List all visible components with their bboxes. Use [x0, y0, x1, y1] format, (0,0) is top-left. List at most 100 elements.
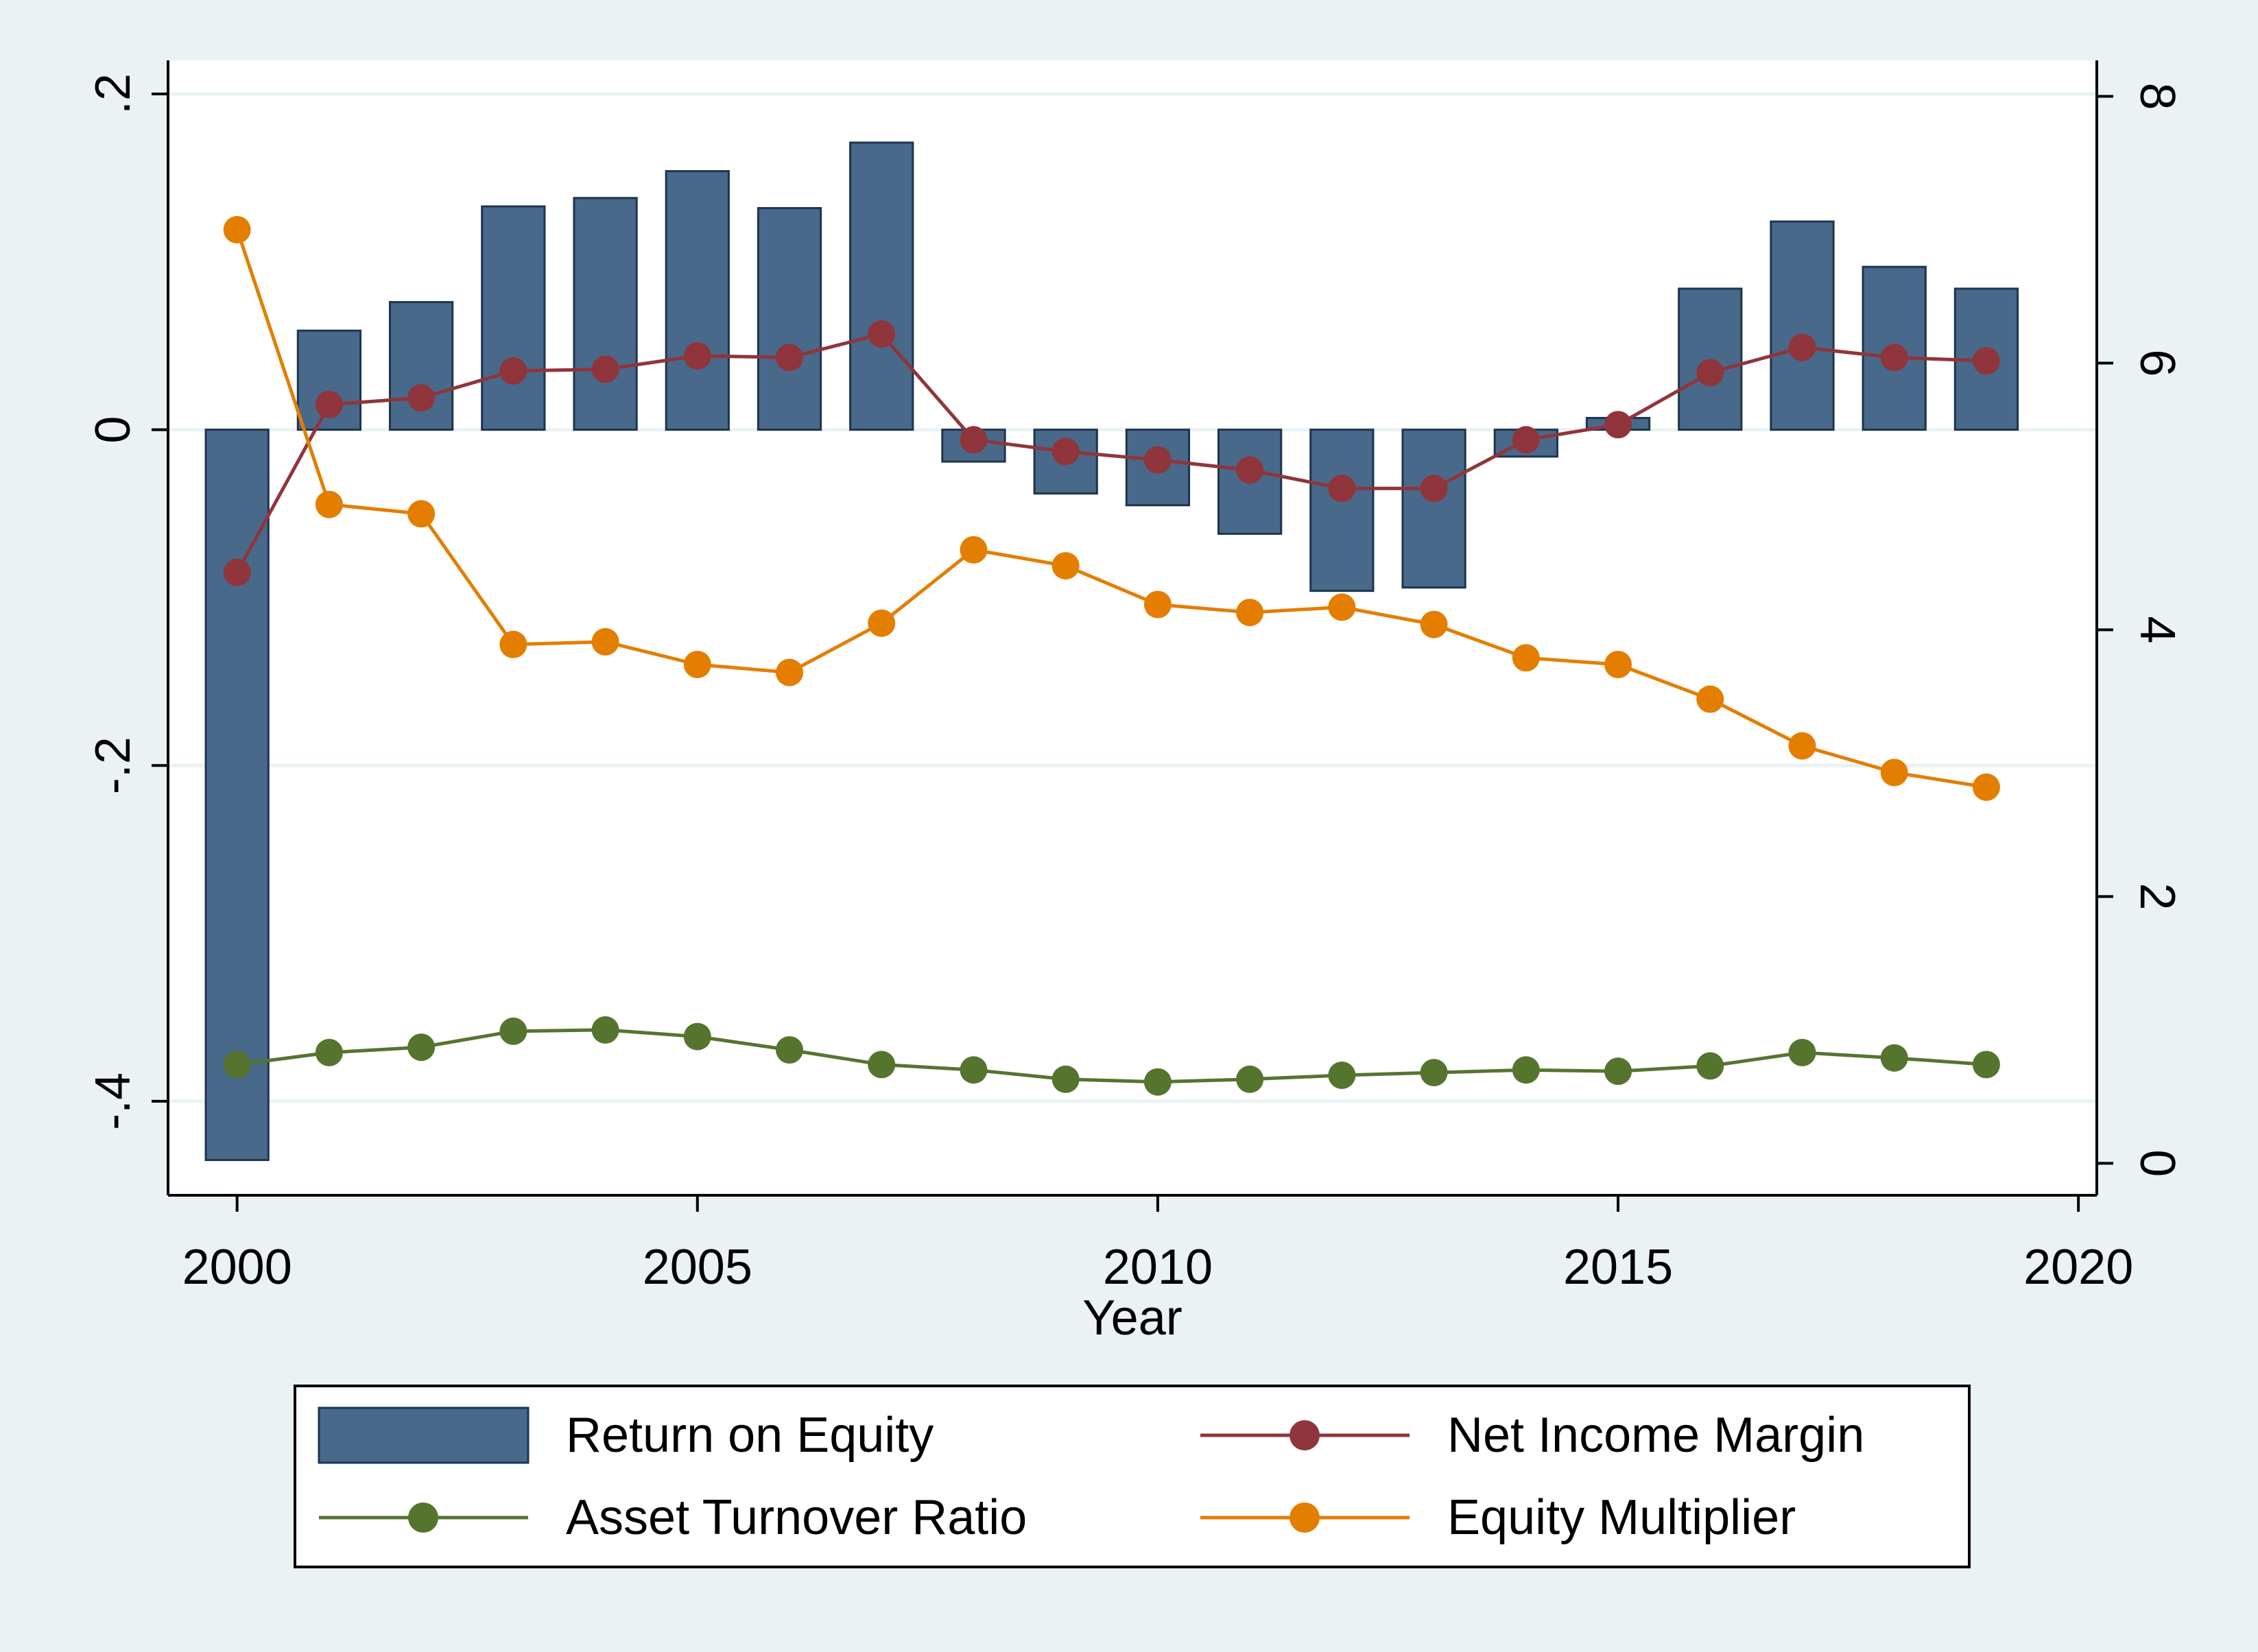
- point-asset-turnover-ratio: [1972, 1051, 2000, 1079]
- point-net-income-margin: [1051, 438, 1080, 466]
- point-net-income-margin: [407, 384, 436, 412]
- point-equity-multiplier: [1143, 590, 1172, 619]
- point-asset-turnover-ratio: [1788, 1038, 1816, 1066]
- point-net-income-margin: [1788, 333, 1816, 361]
- point-asset-turnover-ratio: [315, 1038, 343, 1066]
- point-equity-multiplier: [1972, 773, 2000, 801]
- point-equity-multiplier: [1880, 758, 1908, 787]
- point-net-income-margin: [1328, 475, 1356, 503]
- bar-return-on-equity: [1401, 429, 1466, 589]
- legend-marker-net-income-margin: [1290, 1420, 1320, 1450]
- y-left-tick-label: -.2: [86, 737, 141, 794]
- point-equity-multiplier: [1051, 552, 1080, 580]
- y-right-tick-label: 2: [2130, 883, 2185, 910]
- point-asset-turnover-ratio: [868, 1051, 896, 1079]
- point-equity-multiplier: [1420, 610, 1448, 638]
- point-net-income-margin: [1512, 426, 1540, 454]
- point-net-income-margin: [315, 390, 343, 418]
- bar-return-on-equity: [204, 429, 270, 1162]
- y-left-tick-label: 0: [86, 416, 141, 444]
- y-right-tick-label: 6: [2130, 349, 2185, 376]
- y-right-tick-label: 4: [2130, 616, 2185, 643]
- legend-box: [294, 1385, 1971, 1568]
- point-asset-turnover-ratio: [223, 1051, 251, 1079]
- point-equity-multiplier: [1236, 599, 1264, 627]
- legend-marker-equity-multiplier: [1290, 1503, 1320, 1533]
- point-equity-multiplier: [1696, 685, 1724, 713]
- point-net-income-margin: [1236, 456, 1264, 484]
- point-asset-turnover-ratio: [591, 1016, 619, 1044]
- bar-return-on-equity: [665, 170, 730, 431]
- point-equity-multiplier: [1604, 650, 1632, 678]
- point-net-income-margin: [683, 342, 711, 370]
- bar-return-on-equity: [1770, 220, 1835, 431]
- x-tick-label: 2005: [643, 1240, 752, 1295]
- point-equity-multiplier: [868, 609, 896, 637]
- point-equity-multiplier: [407, 500, 436, 528]
- series-line-equity-multiplier: [235, 229, 1987, 789]
- point-asset-turnover-ratio: [1512, 1056, 1540, 1084]
- point-net-income-margin: [868, 320, 896, 348]
- legend-label-equity-multiplier: Equity Multiplier: [1447, 1490, 1796, 1545]
- x-tick-label: 2010: [1103, 1240, 1213, 1295]
- bar-return-on-equity: [757, 206, 822, 431]
- bars-layer: [204, 141, 2019, 1162]
- lines-layer: [223, 215, 2000, 1096]
- y-right-tick-label: 8: [2130, 82, 2185, 110]
- point-asset-turnover-ratio: [1328, 1061, 1356, 1089]
- legend-swatch-return-on-equity: [318, 1406, 530, 1464]
- legend-label-net-income-margin: Net Income Margin: [1447, 1408, 1864, 1463]
- point-equity-multiplier: [960, 536, 988, 564]
- point-equity-multiplier: [499, 630, 527, 658]
- series-line-asset-turnover-ratio: [237, 1028, 1987, 1084]
- point-asset-turnover-ratio: [1420, 1059, 1448, 1087]
- point-equity-multiplier: [223, 215, 251, 243]
- legend-label-return-on-equity: Return on Equity: [566, 1408, 934, 1463]
- point-asset-turnover-ratio: [1880, 1044, 1908, 1072]
- legend: Return on Equity Net Income Margin Asset T…: [294, 1385, 1971, 1568]
- bar-return-on-equity: [849, 141, 914, 431]
- point-net-income-margin: [591, 355, 619, 383]
- legend-marker-asset-turnover-ratio: [408, 1503, 438, 1533]
- x-axis-title: Year: [1082, 1291, 1182, 1345]
- bar-return-on-equity: [1309, 429, 1375, 592]
- legend-label-asset-turnover-ratio: Asset Turnover Ratio: [566, 1490, 1027, 1545]
- point-equity-multiplier: [1512, 644, 1540, 672]
- point-net-income-margin: [1604, 411, 1632, 439]
- point-equity-multiplier: [683, 650, 711, 678]
- axes-layer: Year -.4 -.2 0 .2 0 2 4 6 8 2000 2005 2010 2015 2020: [86, 60, 2185, 1345]
- point-net-income-margin: [1420, 475, 1448, 503]
- point-net-income-margin: [1880, 344, 1908, 372]
- point-equity-multiplier: [1328, 593, 1356, 621]
- point-asset-turnover-ratio: [960, 1056, 988, 1084]
- point-equity-multiplier: [591, 627, 619, 656]
- x-tick-label: 2015: [1563, 1240, 1673, 1295]
- bar-return-on-equity: [573, 197, 638, 431]
- point-asset-turnover-ratio: [499, 1017, 527, 1045]
- point-net-income-margin: [1972, 347, 2000, 375]
- point-net-income-margin: [1143, 446, 1172, 474]
- point-net-income-margin: [776, 344, 804, 372]
- point-net-income-margin: [223, 558, 251, 586]
- x-tick-label: 2020: [2023, 1240, 2133, 1295]
- point-asset-turnover-ratio: [1051, 1065, 1080, 1093]
- point-asset-turnover-ratio: [776, 1036, 804, 1064]
- point-net-income-margin: [960, 426, 988, 454]
- point-net-income-margin: [1696, 359, 1724, 387]
- point-asset-turnover-ratio: [683, 1022, 711, 1051]
- series-line-net-income-margin: [235, 332, 1986, 573]
- y-left-tick-label: .2: [86, 73, 141, 115]
- point-equity-multiplier: [1788, 732, 1816, 760]
- point-asset-turnover-ratio: [1604, 1057, 1632, 1086]
- point-asset-turnover-ratio: [1143, 1068, 1172, 1096]
- point-asset-turnover-ratio: [1696, 1052, 1724, 1080]
- point-asset-turnover-ratio: [407, 1033, 436, 1062]
- point-asset-turnover-ratio: [1236, 1065, 1264, 1093]
- point-equity-multiplier: [776, 658, 804, 686]
- point-equity-multiplier: [315, 490, 343, 518]
- bar-return-on-equity: [481, 205, 546, 431]
- y-right-tick-label: 0: [2130, 1149, 2185, 1177]
- x-tick-label: 2000: [182, 1240, 292, 1295]
